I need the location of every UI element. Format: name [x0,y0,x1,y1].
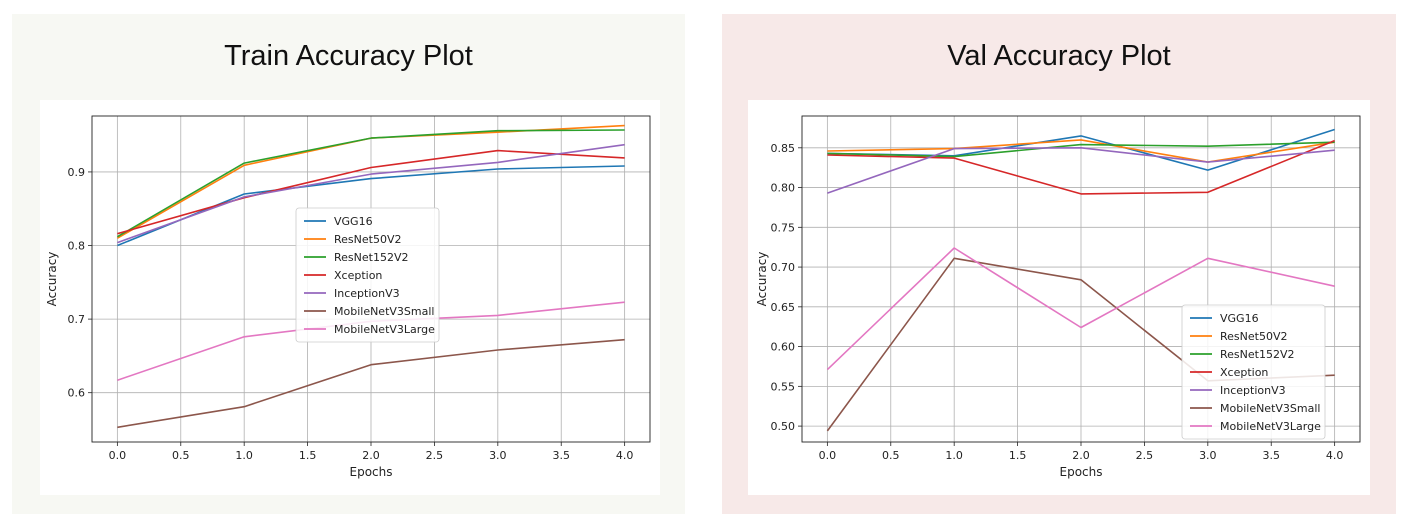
val-panel-title: Val Accuracy Plot [947,40,1171,72]
series-line-mobilenetv3large [826,247,1335,371]
x-axis-label: Epochs [1060,465,1103,479]
legend-label: MobileNetV3Small [334,305,434,318]
y-tick-label: 0.85 [771,142,796,155]
series-line-resnet152v2 [827,141,1335,158]
legend-label: ResNet50V2 [1220,330,1287,343]
x-tick-label: 2.0 [1072,449,1090,462]
legend-label: Xception [1220,366,1268,379]
x-tick-label: 3.5 [1262,449,1280,462]
x-tick-label: 4.0 [1326,449,1344,462]
x-tick-label: 2.0 [362,449,380,462]
x-tick-label: 1.5 [1009,449,1027,462]
y-tick-label: 0.50 [771,420,796,433]
series-line-inceptionv3 [117,143,625,244]
series-line-xception [827,139,1335,195]
y-tick-label: 0.80 [771,182,796,195]
series-line-inceptionv3 [827,146,1335,194]
y-axis-label: Accuracy [45,252,59,307]
legend-label: InceptionV3 [1220,384,1286,397]
x-tick-label: 0.0 [109,449,127,462]
legend-label: MobileNetV3Large [1220,420,1321,433]
val-accuracy-panel: Val Accuracy Plot 0.0 0.5 1.0 1.5 2.0 2.5 3.0 3… [722,14,1396,514]
train-plot-area: 0.0 0.5 1.0 1.5 2.0 2.5 3.0 3.5 4.0 0.6 0.7 0.8 0.9 E… [40,100,660,495]
y-axis-label: Accuracy [755,252,769,307]
x-tick-label: 1.0 [235,449,253,462]
x-tick-label: 3.0 [1199,449,1217,462]
x-tick-label: 1.5 [299,449,317,462]
y-tick-label: 0.6 [68,387,86,400]
series-line-vgg16 [117,165,625,247]
axes-frame [91,115,651,443]
axes-frame [801,115,1361,443]
train-accuracy-chart: 0.0 0.5 1.0 1.5 2.0 2.5 3.0 3.5 4.0 0.6 0.7 0.8 0.9 E… [45,115,651,479]
series-line-xception [117,149,625,235]
y-tick-label: 0.9 [68,166,86,179]
y-tick-label: 0.7 [68,313,86,326]
legend-label: ResNet152V2 [1220,348,1294,361]
train-accuracy-panel: Train Accuracy Plot 0.0 0.5 1.0 1.5 2.0 2.5 3.… [12,14,685,514]
y-tick-label: 0.70 [771,261,796,274]
y-tick-label: 0.75 [771,221,796,234]
series-line-mobilenetv3small [117,338,625,429]
legend-label: ResNet50V2 [334,233,401,246]
legend: VGG16 ResNet50V2 ResNet152V2 Xception Incept… [295,207,440,343]
x-tick-label: 1.0 [945,449,963,462]
legend-label: Xception [334,269,382,282]
y-tick-label: 0.65 [771,301,796,314]
legend-label: InceptionV3 [334,287,400,300]
y-tick-label: 0.60 [771,341,796,354]
val-plot-area: 0.0 0.5 1.0 1.5 2.0 2.5 3.0 3.5 4.0 0.50 0.55 0.60 0… [748,100,1370,495]
legend-label: MobileNetV3Large [334,323,435,336]
x-tick-label: 4.0 [616,449,634,462]
x-tick-label: 0.0 [819,449,837,462]
val-accuracy-chart: 0.0 0.5 1.0 1.5 2.0 2.5 3.0 3.5 4.0 0.50 0.55 0.60 0… [755,115,1361,479]
legend-box [295,207,440,343]
legend-label: VGG16 [1220,312,1259,325]
x-tick-label: 2.5 [426,449,444,462]
legend-label: MobileNetV3Small [1220,402,1320,415]
legend-box [1181,304,1326,440]
y-tick-label: 0.8 [68,240,86,253]
x-tick-label: 0.5 [882,449,900,462]
series-line-resnet152v2 [116,129,625,238]
series-line-resnet50v2 [827,139,1335,163]
x-tick-label: 3.5 [552,449,570,462]
train-panel-title: Train Accuracy Plot [224,40,473,72]
x-tick-label: 2.5 [1136,449,1154,462]
legend-label: VGG16 [334,215,373,228]
x-tick-label: 3.0 [489,449,507,462]
legend: VGG16 ResNet50V2 ResNet152V2 Xception Incept… [1181,304,1326,440]
y-tick-label: 0.55 [771,380,796,393]
x-tick-label: 0.5 [172,449,190,462]
x-axis-label: Epochs [350,465,393,479]
legend-label: ResNet152V2 [334,251,408,264]
